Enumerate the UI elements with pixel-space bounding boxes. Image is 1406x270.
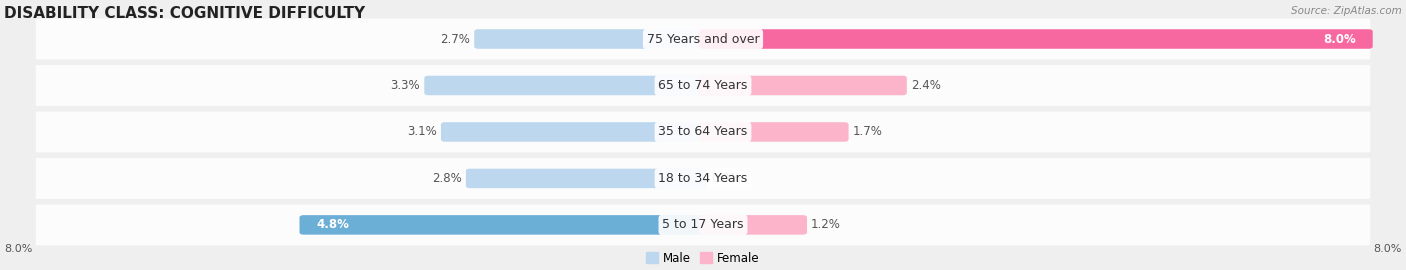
Text: 3.1%: 3.1% [406,126,437,139]
FancyBboxPatch shape [699,29,1372,49]
Text: 8.0%: 8.0% [4,244,32,254]
Text: 35 to 64 Years: 35 to 64 Years [658,126,748,139]
Text: 4.8%: 4.8% [316,218,349,231]
FancyBboxPatch shape [35,65,1371,106]
Text: 65 to 74 Years: 65 to 74 Years [658,79,748,92]
Text: 1.7%: 1.7% [853,126,883,139]
Text: 2.8%: 2.8% [432,172,461,185]
FancyBboxPatch shape [699,215,807,235]
FancyBboxPatch shape [699,122,849,142]
Text: DISABILITY CLASS: COGNITIVE DIFFICULTY: DISABILITY CLASS: COGNITIVE DIFFICULTY [4,6,366,21]
FancyBboxPatch shape [299,215,707,235]
FancyBboxPatch shape [35,112,1371,152]
FancyBboxPatch shape [441,122,707,142]
FancyBboxPatch shape [699,76,907,95]
Text: 2.4%: 2.4% [911,79,941,92]
FancyBboxPatch shape [465,169,707,188]
Text: 1.2%: 1.2% [811,218,841,231]
FancyBboxPatch shape [35,204,1371,245]
Text: 2.7%: 2.7% [440,32,470,46]
FancyBboxPatch shape [35,19,1371,59]
Text: 8.0%: 8.0% [1374,244,1402,254]
Text: 75 Years and over: 75 Years and over [647,32,759,46]
Text: 18 to 34 Years: 18 to 34 Years [658,172,748,185]
FancyBboxPatch shape [425,76,707,95]
Text: 0.0%: 0.0% [711,172,741,185]
Text: 5 to 17 Years: 5 to 17 Years [662,218,744,231]
FancyBboxPatch shape [35,158,1371,199]
Legend: Male, Female: Male, Female [641,247,765,269]
Text: 3.3%: 3.3% [391,79,420,92]
FancyBboxPatch shape [474,29,707,49]
Text: Source: ZipAtlas.com: Source: ZipAtlas.com [1291,6,1402,16]
Text: 8.0%: 8.0% [1323,32,1355,46]
